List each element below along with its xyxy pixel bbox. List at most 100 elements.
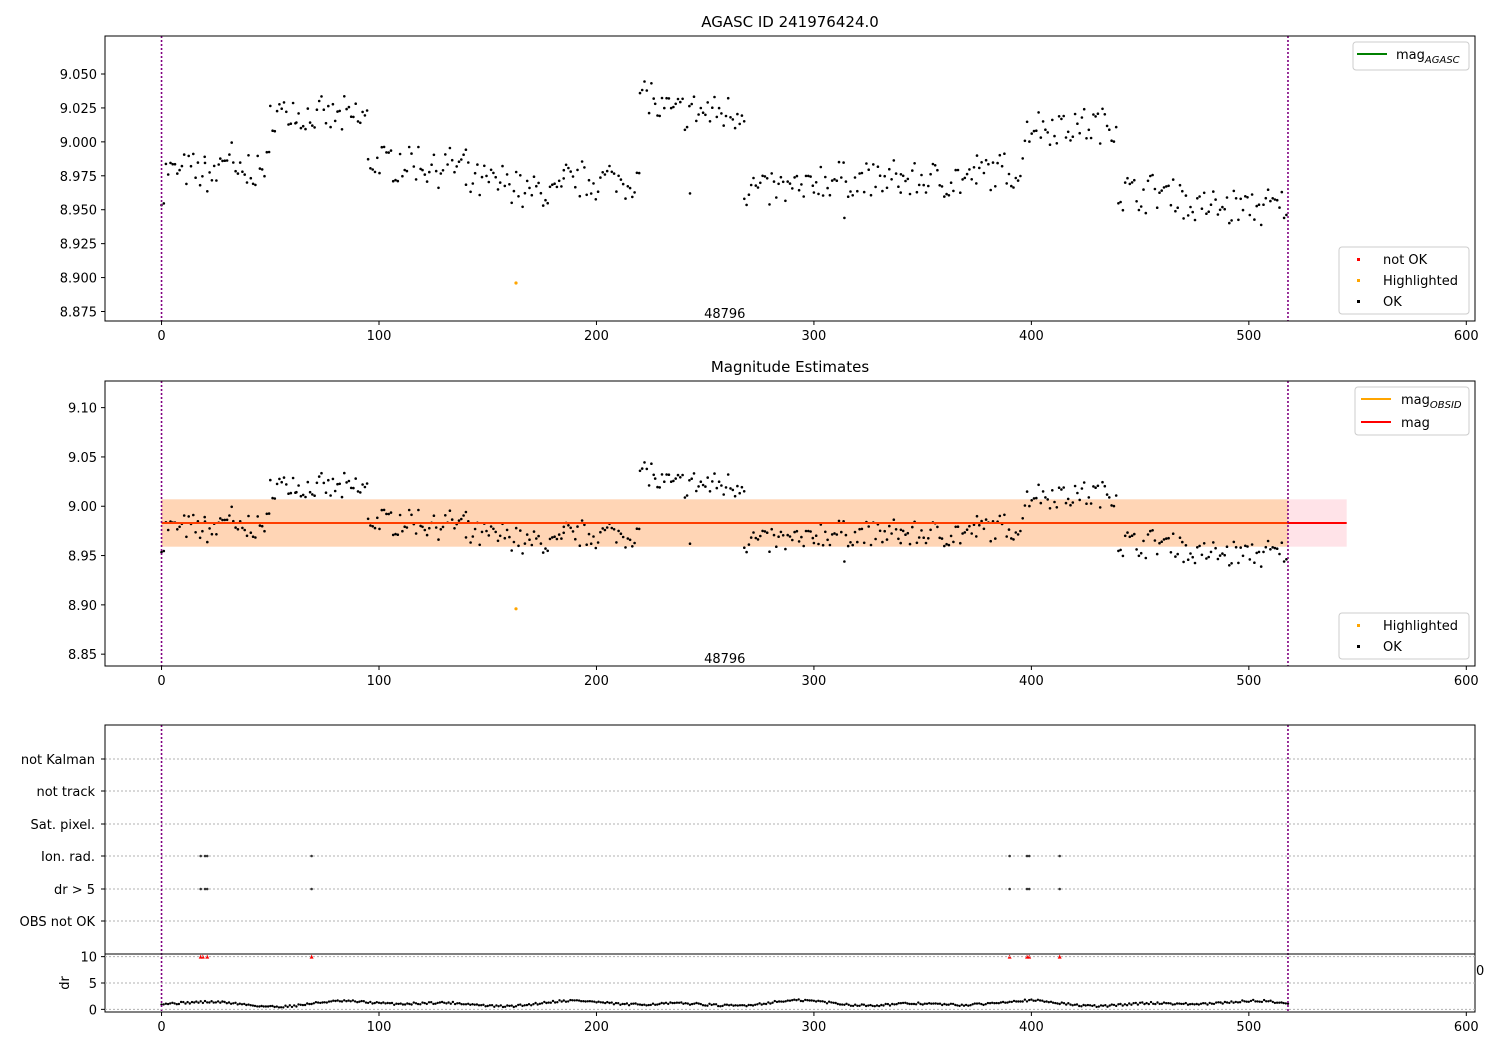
ok-point <box>653 102 657 106</box>
ok-point <box>467 161 470 164</box>
ok-point <box>1073 112 1077 116</box>
ok-point <box>587 178 591 182</box>
ok-point <box>336 482 339 486</box>
ok-point <box>740 114 744 117</box>
ok-point <box>1062 486 1065 489</box>
ok-point <box>812 541 816 545</box>
ok-point <box>369 167 372 170</box>
panel-magnitude-frame <box>104 380 1476 667</box>
ok-point <box>617 174 620 178</box>
dr-point <box>951 1002 955 1006</box>
dr-point <box>1001 1000 1005 1004</box>
ok-point <box>1174 209 1177 213</box>
ok-point <box>331 102 335 106</box>
dr-point <box>273 1005 276 1009</box>
ok-point <box>569 526 572 530</box>
dr-point <box>775 1000 779 1004</box>
ok-point <box>441 525 445 529</box>
ok-point <box>467 520 470 523</box>
ok-point <box>743 197 746 201</box>
ok-point <box>230 141 233 144</box>
dr-point <box>912 1002 916 1006</box>
ok-point <box>425 533 429 537</box>
ok-point <box>830 533 834 536</box>
ok-point <box>421 168 424 172</box>
dr-point <box>675 1001 679 1004</box>
ok-point <box>1262 203 1265 206</box>
ok-point <box>1069 503 1072 507</box>
dr-point <box>1195 1002 1198 1006</box>
ok-point <box>206 190 209 193</box>
ok-point <box>658 114 661 118</box>
ok-point <box>1016 179 1020 182</box>
panel-agasc-annotation: 48796 <box>704 307 745 322</box>
ok-point <box>359 491 362 494</box>
ok-point <box>304 495 307 499</box>
y-tick-label: 9.000 <box>60 136 97 151</box>
ok-point <box>299 494 303 498</box>
ok-point <box>711 106 714 109</box>
ok-point <box>781 534 785 537</box>
dr-point <box>1254 1000 1257 1003</box>
ok-point <box>1007 172 1011 176</box>
ok-point <box>333 489 337 493</box>
dr-point <box>777 1000 781 1003</box>
dr-point <box>571 999 574 1002</box>
dr-point <box>925 1002 929 1005</box>
ok-point <box>401 529 404 533</box>
dr-point <box>306 1002 309 1005</box>
dr-point <box>1249 999 1253 1003</box>
ok-point <box>1200 207 1204 210</box>
x-tick-label: 100 <box>367 329 392 344</box>
ok-point <box>338 482 342 486</box>
ok-point <box>241 170 244 173</box>
ok-point <box>777 182 780 186</box>
ok-point <box>994 537 997 540</box>
ok-point <box>775 545 778 548</box>
dr-point <box>838 1003 842 1006</box>
ok-point <box>874 185 877 189</box>
ok-point <box>521 205 524 209</box>
ok-point <box>514 170 518 174</box>
ok-point <box>203 161 207 165</box>
ok-point <box>232 161 235 164</box>
ok-point <box>380 145 384 149</box>
ok-point <box>234 169 237 173</box>
ok-point <box>752 531 755 534</box>
ok-point <box>238 520 242 523</box>
dr-point <box>473 1003 476 1006</box>
ok-point <box>1246 545 1249 548</box>
dr-point <box>467 1002 470 1005</box>
dr-point <box>1015 1000 1018 1003</box>
dr-point <box>1210 1002 1214 1005</box>
dr-point <box>664 1001 668 1004</box>
ok-point <box>963 531 967 534</box>
ok-point <box>1066 130 1070 134</box>
ok-point <box>811 536 815 540</box>
dr-point <box>262 1005 265 1008</box>
ok-point <box>208 171 211 174</box>
ok-point <box>285 110 288 114</box>
dr-point <box>747 1003 750 1007</box>
ok-point <box>706 101 709 104</box>
ok-point <box>828 543 832 547</box>
y-tick-label: 8.975 <box>60 170 97 185</box>
flag-row-label: Ion. rad. <box>41 850 95 865</box>
dr-point <box>214 1001 218 1004</box>
panel-agasc-legend-points: not OK Highlighted OK <box>1338 246 1470 315</box>
ok-point <box>594 546 598 550</box>
ok-point <box>196 161 200 164</box>
dr-point <box>295 1005 298 1008</box>
dr-point <box>245 1003 248 1007</box>
ok-point <box>241 526 244 530</box>
y-tick-label: 9.10 <box>68 402 97 417</box>
ok-point <box>699 480 703 484</box>
ok-point <box>1117 202 1120 205</box>
panel-magnitude-points <box>160 461 1288 611</box>
flag-point <box>1058 854 1061 858</box>
dr-point <box>208 1001 211 1004</box>
ok-point <box>991 520 995 523</box>
ok-point <box>922 536 925 539</box>
ok-point <box>249 176 253 180</box>
ok-point <box>608 164 611 168</box>
